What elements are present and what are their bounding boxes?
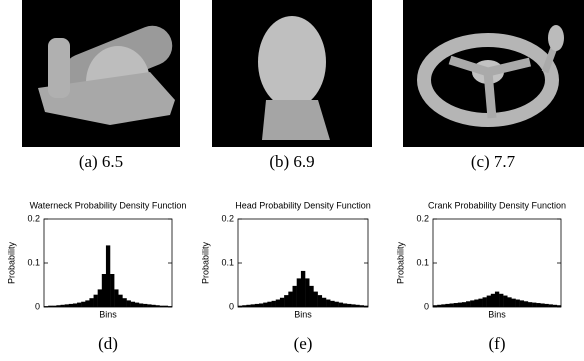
bar xyxy=(532,303,536,307)
bar xyxy=(491,294,495,307)
bar xyxy=(487,296,491,307)
bar xyxy=(73,303,77,307)
bar xyxy=(466,301,470,307)
bar xyxy=(139,303,143,307)
bar xyxy=(118,295,122,307)
bar xyxy=(263,303,267,307)
bar xyxy=(313,292,317,307)
bar xyxy=(77,303,81,307)
bar xyxy=(288,292,292,307)
bar xyxy=(334,302,338,307)
chart-title: Waterneck Probability Density Function xyxy=(30,200,187,210)
figure-caption: (b) 6.9 xyxy=(269,152,314,171)
bar xyxy=(284,295,288,307)
y-tick-label: 0.1 xyxy=(221,257,234,267)
x-axis-label: Bins xyxy=(99,309,117,319)
bar xyxy=(267,302,271,307)
bar xyxy=(98,289,102,307)
chart-title: Crank Probability Density Function xyxy=(428,200,566,210)
bar xyxy=(503,296,507,307)
bar xyxy=(301,271,305,307)
bar xyxy=(259,303,263,307)
bar xyxy=(110,274,114,307)
bar xyxy=(276,300,280,307)
y-tick-label: 0.2 xyxy=(221,213,234,223)
bar xyxy=(85,300,89,307)
y-tick-label: 0 xyxy=(229,301,234,311)
image-crank xyxy=(403,0,584,147)
bar xyxy=(540,303,544,307)
bar xyxy=(499,294,503,307)
bar xyxy=(511,299,515,307)
bar xyxy=(89,298,93,307)
bar xyxy=(102,274,106,307)
bar xyxy=(478,299,482,307)
y-tick-label: 0.1 xyxy=(27,257,40,267)
x-axis-label: Bins xyxy=(488,309,506,319)
bar xyxy=(322,298,326,307)
bar xyxy=(326,300,330,307)
bar xyxy=(81,302,85,307)
bar xyxy=(127,300,131,307)
y-tick-label: 0 xyxy=(424,301,429,311)
bar xyxy=(131,302,135,307)
x-axis-label: Bins xyxy=(294,309,312,319)
bar xyxy=(114,289,118,307)
chart-caption: (e) xyxy=(294,334,313,353)
y-axis-label: Probability xyxy=(6,241,16,284)
y-axis-label: Probability xyxy=(200,241,210,284)
bar xyxy=(507,297,511,307)
bar xyxy=(454,303,458,307)
bar xyxy=(516,300,520,307)
chart-caption: (f) xyxy=(489,334,506,353)
bar xyxy=(255,304,259,307)
y-axis-label: Probability xyxy=(395,241,405,284)
bar xyxy=(305,278,309,307)
bar xyxy=(122,298,126,307)
y-tick-label: 0.2 xyxy=(416,213,429,223)
bar xyxy=(450,303,454,307)
bar xyxy=(470,300,474,307)
bar xyxy=(458,303,462,307)
bar xyxy=(272,301,276,307)
bar xyxy=(280,298,284,307)
bar xyxy=(445,304,449,307)
bar xyxy=(293,286,297,307)
bar xyxy=(143,304,147,307)
bar xyxy=(297,278,301,307)
bar xyxy=(339,303,343,307)
bar xyxy=(330,301,334,307)
chart-caption: (d) xyxy=(98,334,118,353)
bar xyxy=(474,300,478,307)
bar xyxy=(135,303,139,307)
figure: (a) 6.5 (b) 6.9 (c) 7.7 Waterneck Probabili… xyxy=(0,0,584,361)
bar xyxy=(483,297,487,307)
bar xyxy=(106,245,110,307)
bar xyxy=(347,304,351,307)
bar xyxy=(544,304,548,307)
bar xyxy=(309,286,313,307)
bar xyxy=(520,300,524,307)
bar xyxy=(524,301,528,307)
y-tick-label: 0.1 xyxy=(416,257,429,267)
bar xyxy=(94,295,98,307)
bar xyxy=(536,303,540,307)
y-tick-label: 0.2 xyxy=(27,213,40,223)
bar xyxy=(495,292,499,307)
bar xyxy=(343,303,347,307)
bar xyxy=(69,304,73,307)
bar xyxy=(462,302,466,307)
figure-caption: (a) 6.5 xyxy=(79,152,123,171)
chart-title: Head Probability Density Function xyxy=(235,200,371,210)
y-tick-label: 0 xyxy=(35,301,40,311)
image-waterneck xyxy=(22,0,180,147)
figure-caption: (c) 7.7 xyxy=(471,152,516,171)
image-head xyxy=(212,0,372,147)
bar xyxy=(528,302,532,307)
bar xyxy=(318,295,322,307)
